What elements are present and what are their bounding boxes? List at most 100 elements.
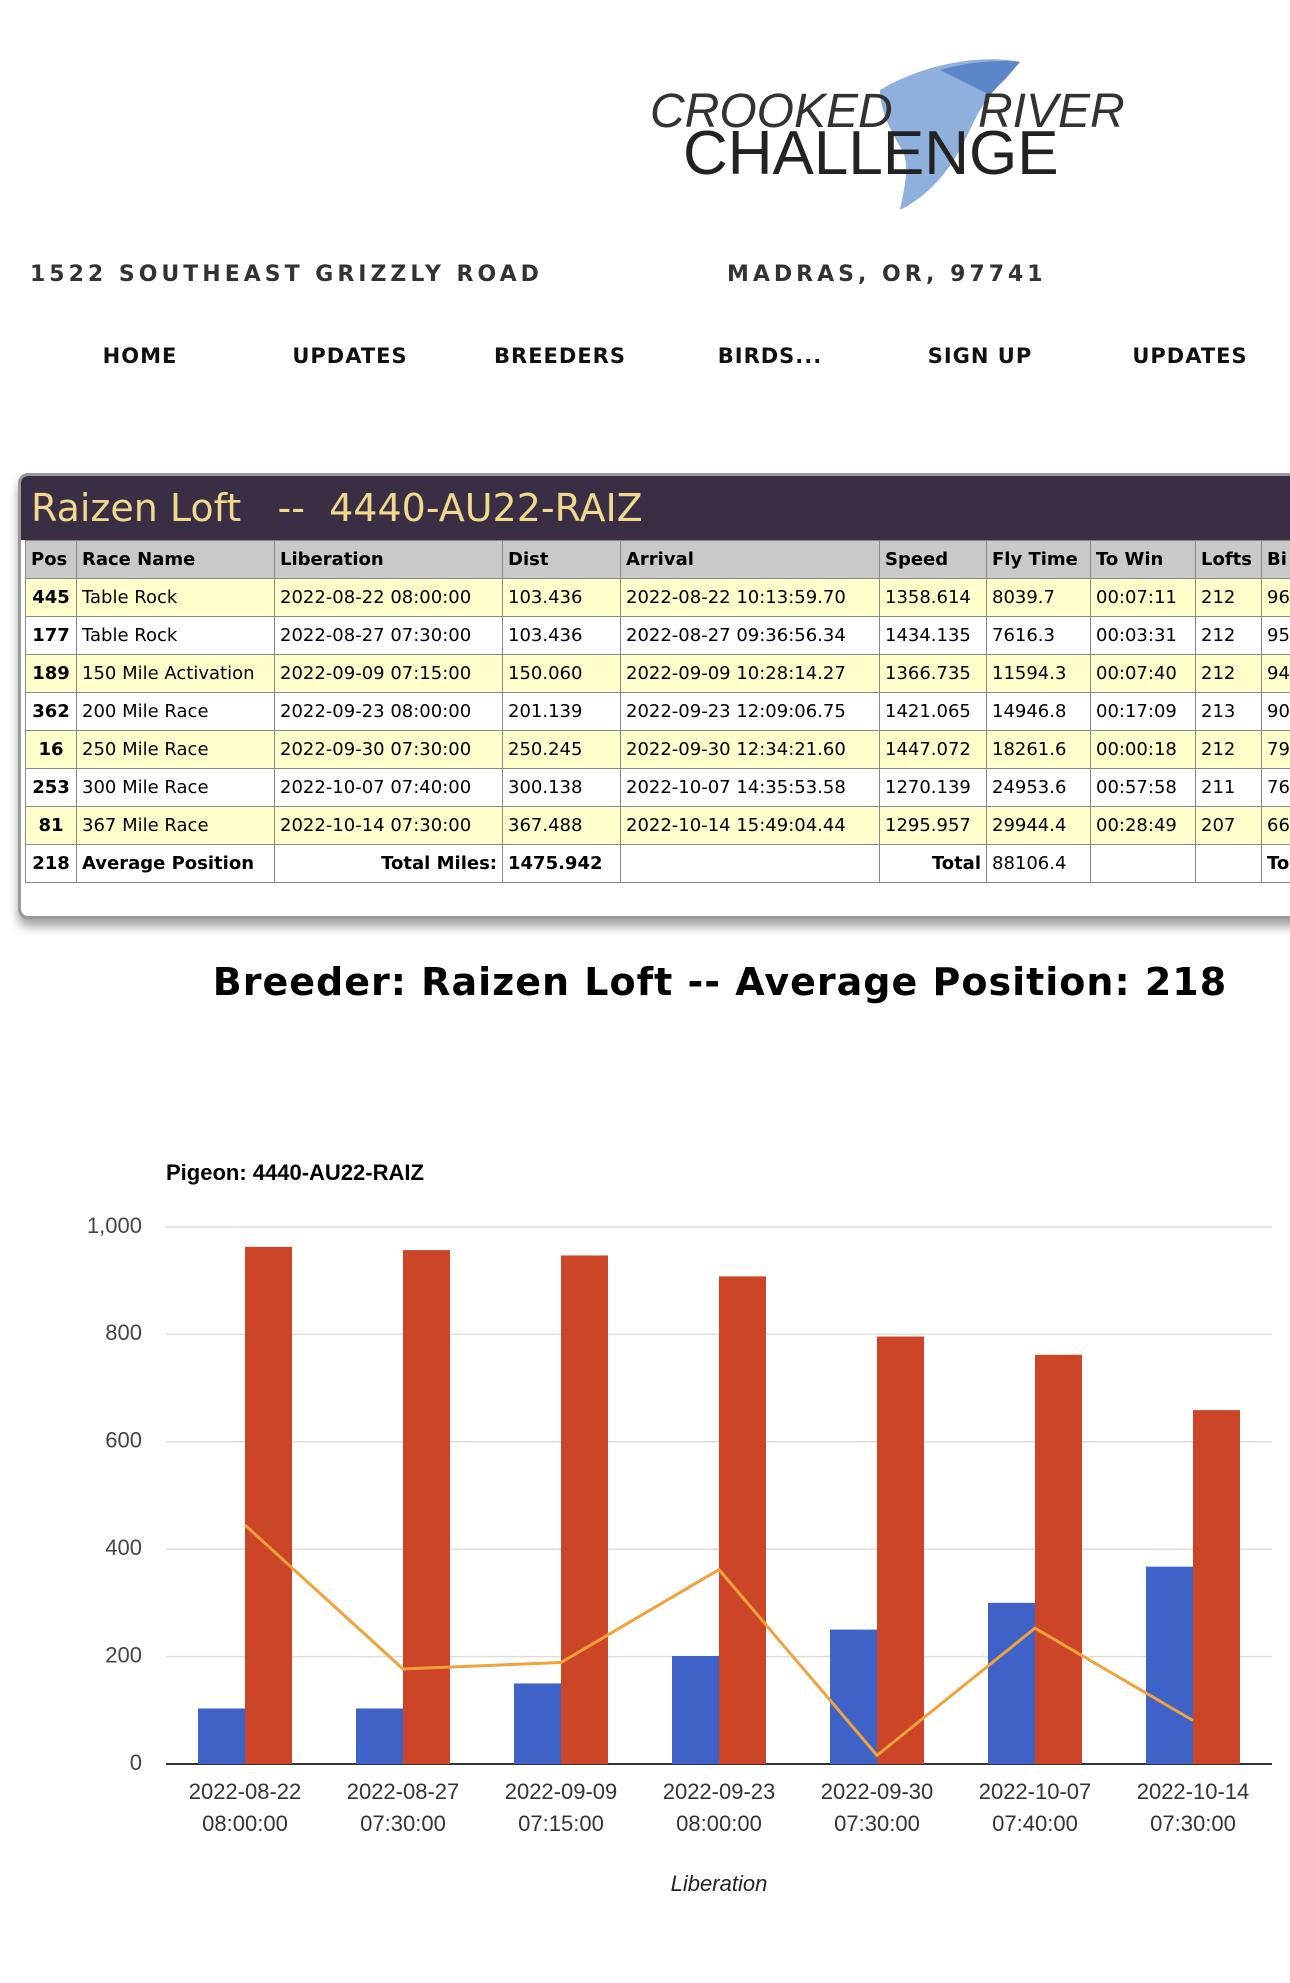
x-axis-label: Liberation: [671, 1871, 768, 1896]
bar: [198, 1708, 245, 1764]
x-tick-label: 2022-10-14: [1137, 1779, 1250, 1804]
chart-title: Pigeon: 4440-AU22-RAIZ: [166, 1160, 424, 1185]
x-tick-label: 07:30:00: [834, 1811, 920, 1836]
results-table: Pos Race Name Liberation Dist Arrival Speed Fl…: [25, 540, 1290, 883]
cell: 11594.3: [986, 654, 1091, 693]
cell: 212: [1195, 654, 1262, 693]
y-tick-label: 0: [130, 1750, 142, 1775]
x-tick-label: 2022-08-27: [347, 1779, 460, 1804]
cell: 212: [1195, 578, 1262, 617]
heading: Breeder: Raizen Loft -- Average Position…: [212, 960, 1228, 1004]
cell: 88106.4: [986, 844, 1091, 883]
cell: 00:17:09: [1090, 692, 1196, 731]
total-row: 218 Average Position Total Miles: 1475.942 T…: [25, 844, 1290, 883]
chart: Pigeon: 4440-AU22-RAIZ 0 200 400 600 800 1,000…: [87, 1160, 1272, 1896]
bar: [514, 1683, 561, 1764]
cell: 201.139: [502, 692, 621, 731]
cell: 00:03:31: [1090, 616, 1196, 655]
cell: 24953.6: [986, 768, 1091, 807]
cell: 00:07:11: [1090, 578, 1196, 617]
cell: 95: [1261, 616, 1290, 655]
cell: 00:57:58: [1090, 768, 1196, 807]
cell: 207: [1195, 806, 1262, 845]
bar: [988, 1602, 1035, 1764]
bar: [245, 1246, 292, 1764]
x-tick-label: 07:40:00: [992, 1811, 1078, 1836]
cell: 2022-08-27 09:36:56.34: [620, 616, 880, 655]
nav-link[interactable]: SIGN UP: [927, 344, 1033, 368]
column-header: To Win: [1090, 540, 1196, 579]
bar: [356, 1708, 403, 1764]
result-row: 189 150 Mile Activation 2022-09-09 07:15:0…: [25, 654, 1290, 693]
x-tick-label: 2022-09-30: [821, 1779, 934, 1804]
cell: 90: [1261, 692, 1290, 731]
cell: [1195, 844, 1262, 883]
bar: [561, 1255, 608, 1764]
cell: 103.436: [502, 578, 621, 617]
line: [243, 1523, 1194, 1758]
cell: 1295.957: [879, 806, 987, 845]
cell: 213: [1195, 692, 1262, 731]
cell: 2022-08-22 08:00:00: [274, 578, 503, 617]
cell: 212: [1195, 730, 1262, 769]
column-header: Race Name: [76, 540, 275, 579]
cell: 00:28:49: [1090, 806, 1196, 845]
bar: [403, 1250, 450, 1764]
cell: 1475.942: [502, 844, 621, 883]
address-city: MADRAS, OR, 97741: [727, 262, 1047, 287]
bar: [1035, 1354, 1082, 1764]
cell: 212: [1195, 616, 1262, 655]
column-header: Dist: [502, 540, 621, 579]
result-row: 177 Table Rock 2022-08-27 07:30:00 103.436 2…: [25, 616, 1290, 655]
y-tick-label: 800: [105, 1320, 142, 1345]
bar: [1146, 1566, 1193, 1764]
cell: 200 Mile Race: [76, 692, 275, 731]
result-row: 253 300 Mile Race 2022-10-07 07:40:00 300.1…: [25, 768, 1290, 807]
nav-link[interactable]: BIRDS...: [717, 344, 823, 368]
cell: 2022-09-09 07:15:00: [274, 654, 503, 693]
logo-wing: [940, 60, 1020, 95]
bar: [719, 1276, 766, 1764]
column-header: Arrival: [620, 540, 880, 579]
cell: 177: [25, 616, 77, 655]
x-tick-label: 2022-09-23: [663, 1779, 776, 1804]
cell: 445: [25, 578, 77, 617]
cell: 2022-10-14 15:49:04.44: [620, 806, 880, 845]
column-header: Fly Time: [986, 540, 1091, 579]
logo-text: RIVER: [978, 85, 1125, 138]
cell: 96: [1261, 578, 1290, 617]
cell: 2022-09-30 07:30:00: [274, 730, 503, 769]
nav-link[interactable]: HOME: [102, 344, 178, 368]
title-name: Raizen Loft: [31, 486, 242, 530]
cell: 1447.072: [879, 730, 987, 769]
nav-link[interactable]: UPDATES: [1132, 344, 1248, 368]
column-header: Bi: [1261, 540, 1290, 579]
y-tick-label: 1,000: [87, 1213, 142, 1238]
cell: 362: [25, 692, 77, 731]
bar: [1193, 1410, 1240, 1764]
nav-link[interactable]: BREEDERS: [494, 344, 626, 368]
cell: 150 Mile Activation: [76, 654, 275, 693]
result-row: 445 Table Rock 2022-08-22 08:00:00 103.436 2…: [25, 578, 1290, 617]
result-row: 16 250 Mile Race 2022-09-30 07:30:00 250.24…: [25, 730, 1290, 769]
header-row: Pos Race Name Liberation Dist Arrival Speed Fl…: [25, 540, 1290, 579]
x-tick-label: 07:15:00: [518, 1811, 604, 1836]
x-tick-label: 08:00:00: [202, 1811, 288, 1836]
cell: 218: [25, 844, 77, 883]
result-row: 81 367 Mile Race 2022-10-14 07:30:00 367.48…: [25, 806, 1290, 845]
cell: 2022-09-30 12:34:21.60: [620, 730, 880, 769]
column-header: Pos: [25, 540, 77, 579]
cell: 367 Mile Race: [76, 806, 275, 845]
column-header: Speed: [879, 540, 987, 579]
cell: 29944.4: [986, 806, 1091, 845]
y-tick-label: 600: [105, 1428, 142, 1453]
cell: Total: [879, 844, 987, 883]
cell: 250 Mile Race: [76, 730, 275, 769]
logo-bird: [880, 59, 1020, 210]
cell: 1358.614: [879, 578, 987, 617]
nav-link[interactable]: UPDATES: [292, 344, 408, 368]
table-title: Raizen Loft -- 4440-AU22-RAIZ: [21, 476, 1290, 540]
title-sep: --: [277, 486, 305, 530]
cell: 00:00:18: [1090, 730, 1196, 769]
cell: 00:07:40: [1090, 654, 1196, 693]
